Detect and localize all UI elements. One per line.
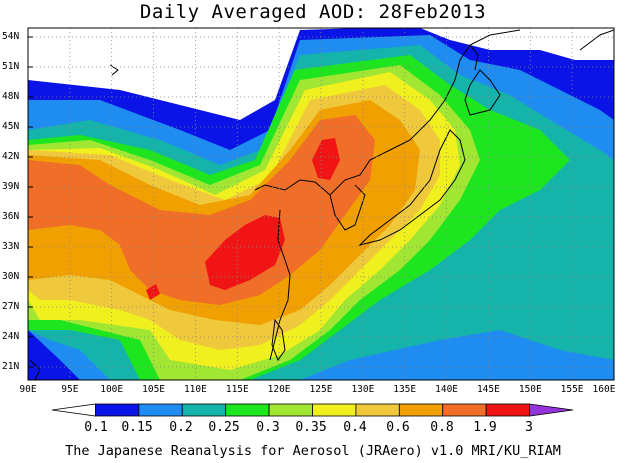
lat-label-42n: 42N [2, 151, 20, 162]
lon-label-115e: 115E [225, 384, 249, 395]
axis-ticks [28, 36, 33, 368]
colorbar-label-7: 0.6 [386, 420, 410, 435]
colorbar-label-8: 0.8 [430, 420, 454, 435]
lon-label-95e: 95E [61, 384, 79, 395]
colorbar-label-2: 0.2 [169, 420, 193, 435]
colorbar-cell-6 [312, 403, 357, 417]
lon-label-145e: 145E [476, 384, 500, 395]
colorbar-label-5: 0.35 [295, 420, 327, 435]
colorbar-label-1: 0.15 [121, 420, 153, 435]
lat-label-51n: 51N [2, 61, 20, 72]
lon-label-90e: 90E [19, 384, 37, 395]
lat-label-27n: 27N [2, 301, 20, 312]
colorbar-label-6: 0.4 [343, 420, 367, 435]
colorbar-cell-10 [485, 403, 530, 417]
map-frame [27, 27, 615, 381]
credit-line: The Japanese Reanalysis for Aerosol (JRA… [65, 443, 561, 459]
lat-label-54n: 54N [2, 31, 20, 42]
colorbar-cell-2 [138, 403, 183, 417]
colorbar-label-3: 0.25 [208, 420, 240, 435]
lat-label-45n: 45N [2, 121, 20, 132]
colorbar-cell-7 [355, 403, 400, 417]
lon-label-130e: 130E [351, 384, 375, 395]
lon-label-110e: 110E [183, 384, 207, 395]
aod-contour-red-main [205, 215, 285, 290]
colorbar-label-9: 1.9 [473, 420, 497, 435]
colorbar-cell-8 [398, 403, 444, 417]
lat-label-30n: 30N [2, 271, 20, 282]
lon-label-100e: 100E [100, 384, 124, 395]
colorbar-cell-5 [268, 403, 313, 417]
map-title: Daily Averaged AOD: 28Feb2013 [139, 1, 487, 23]
gridlines [28, 28, 614, 380]
colorbar-label-4: 0.3 [256, 420, 280, 435]
lat-label-33n: 33N [2, 241, 20, 252]
lon-label-150e: 150E [518, 384, 542, 395]
colorbar-label-0: 0.1 [84, 420, 108, 435]
lat-label-39n: 39N [2, 181, 20, 192]
lon-label-125e: 125E [309, 384, 333, 395]
colorbar-label-10: 3 [525, 420, 533, 435]
colorbar-cell-3 [181, 403, 227, 417]
lon-label-155e: 155E [560, 384, 584, 395]
aod-contour-darkorange [28, 115, 375, 305]
aod-contour-red-small [146, 284, 160, 300]
lat-label-21n: 21N [2, 361, 20, 372]
colorbar-cell-11 [529, 403, 574, 417]
colorbar-cells [51, 403, 574, 417]
lon-label-140e: 140E [435, 384, 459, 395]
lon-label-120e: 120E [267, 384, 291, 395]
lat-label-24n: 24N [2, 331, 20, 342]
colorbar-cell-4 [225, 403, 270, 417]
colorbar-cell-9 [442, 403, 487, 417]
lon-label-105e: 105E [142, 384, 166, 395]
colorbar-cell-1 [95, 403, 140, 417]
lat-label-36n: 36N [2, 211, 20, 222]
lon-label-160e: 160E [592, 384, 616, 395]
lat-label-48n: 48N [2, 91, 20, 102]
colorbar-cell-0 [51, 403, 96, 417]
lon-label-135e: 135E [393, 384, 417, 395]
coastlines [29, 29, 614, 380]
aod-contour-red-north [312, 138, 340, 180]
